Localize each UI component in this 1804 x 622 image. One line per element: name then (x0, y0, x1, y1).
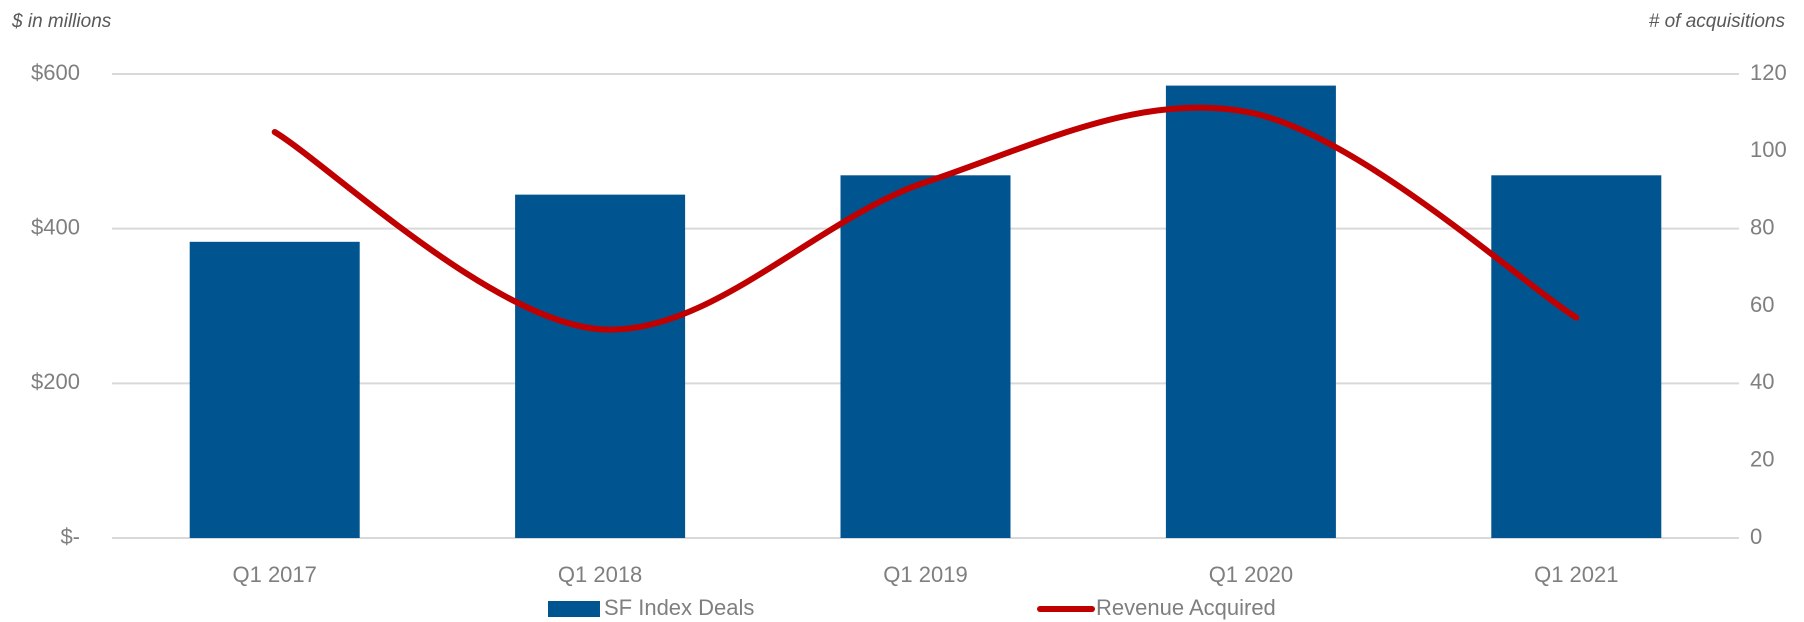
y2-tick-label: 60 (1750, 292, 1774, 317)
line (271, 104, 1580, 333)
y-axis-title: $ in millions (11, 11, 112, 32)
bar (840, 175, 1011, 538)
y2-axis-title: # of acquisitions (1649, 11, 1786, 32)
y2-tick-label: 120 (1750, 60, 1787, 85)
bar (189, 241, 360, 538)
y2-tick-label: 40 (1750, 369, 1774, 394)
legend-label: SF Index Deals (604, 595, 754, 620)
x-tick-label: Q1 2020 (1209, 562, 1293, 587)
y-tick-label: $600 (31, 60, 80, 85)
legend-swatch (548, 601, 600, 617)
x-tick-label: Q1 2018 (558, 562, 642, 587)
y2-tick-label: 80 (1750, 214, 1774, 239)
y-tick-label: $400 (31, 214, 80, 239)
y-tick-label: $200 (31, 369, 80, 394)
x-tick-label: Q1 2021 (1534, 562, 1618, 587)
x-tick-label: Q1 2019 (883, 562, 967, 587)
y-tick-label: $- (60, 524, 80, 549)
x-tick-label: Q1 2017 (232, 562, 316, 587)
y2-tick-label: 0 (1750, 524, 1762, 549)
bar (1491, 175, 1662, 538)
bar (515, 194, 686, 538)
y2-tick-label: 100 (1750, 137, 1787, 162)
bar (1165, 85, 1336, 538)
legend-label: Revenue Acquired (1096, 595, 1276, 620)
y2-tick-label: 20 (1750, 446, 1774, 471)
